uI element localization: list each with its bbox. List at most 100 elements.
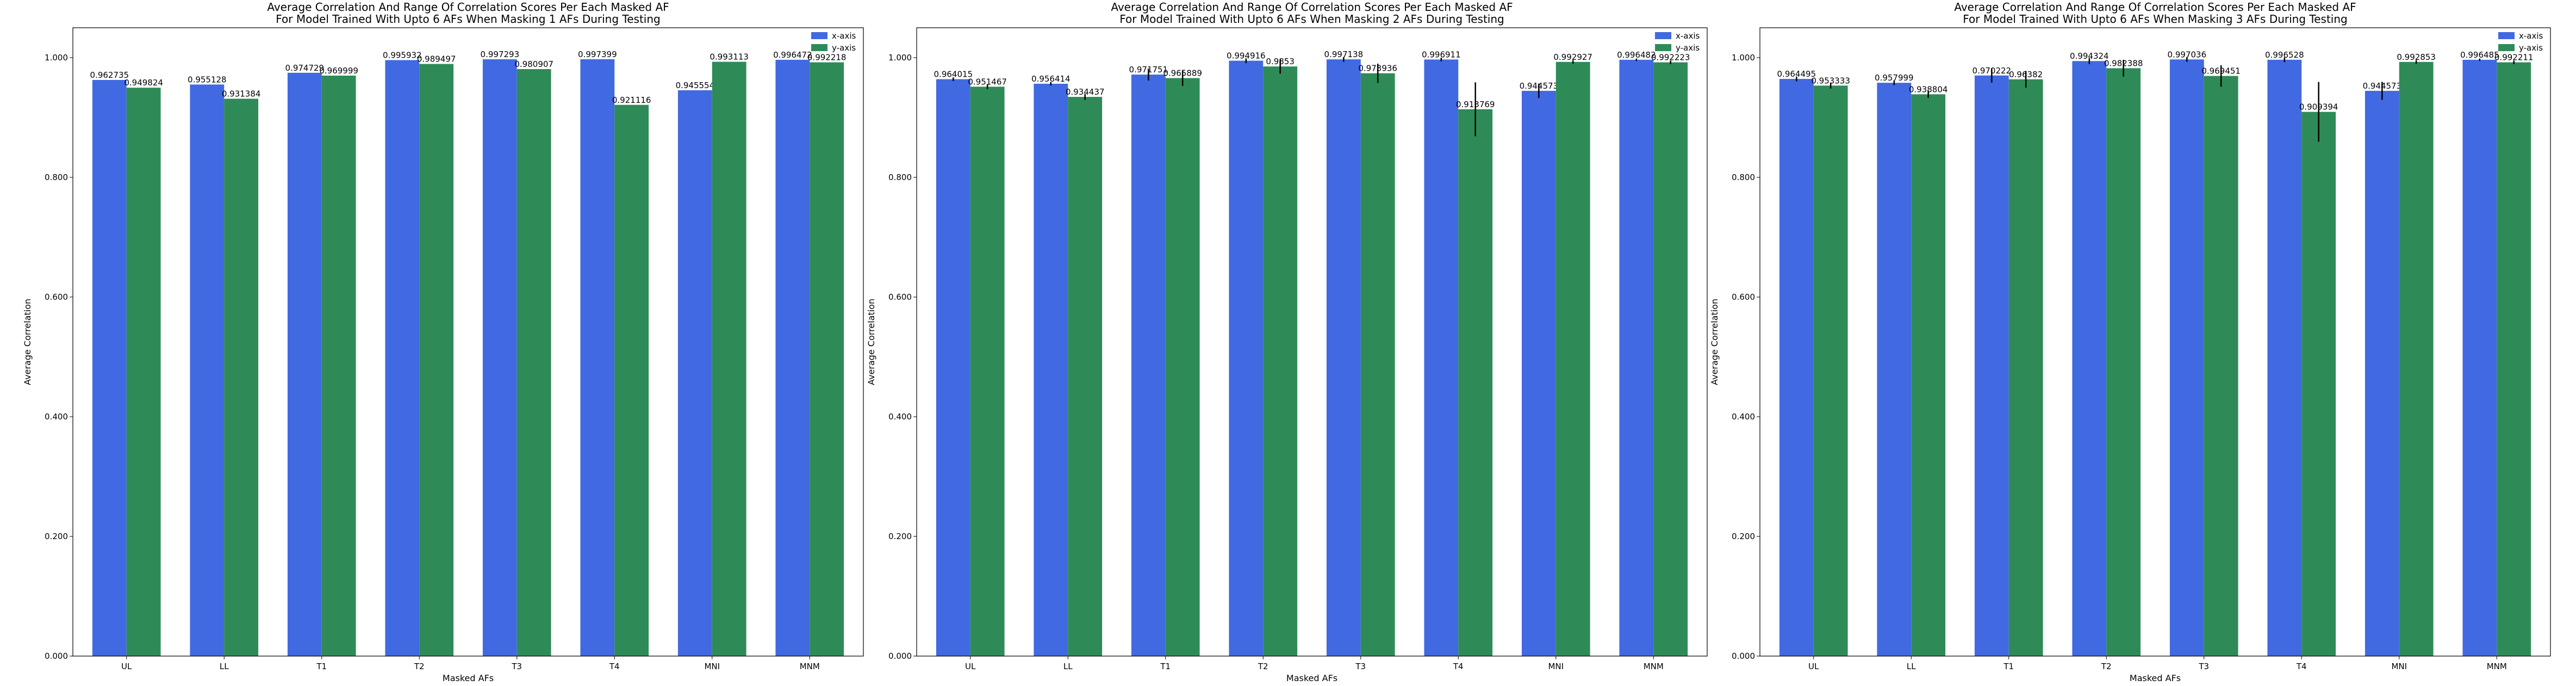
x-tick-label: T1	[316, 662, 327, 671]
x-tick-label: MNM	[800, 662, 820, 671]
data-label-y-axis-T1: 0.969999	[319, 66, 358, 76]
x-tick-label: MNI	[1548, 662, 1564, 671]
chart-panel-2: Average Correlation And Range Of Correla…	[866, 1, 1708, 683]
data-label-x-axis-T1: 0.974729	[285, 63, 325, 73]
bar-x-axis-MNI	[677, 90, 712, 656]
bar-x-axis-T1	[1974, 75, 2009, 656]
data-label-y-axis-T2: 0.982388	[2104, 58, 2143, 68]
x-tick-label: T3	[2198, 662, 2209, 671]
data-label-x-axis-UL: 0.964495	[1777, 69, 1816, 79]
bar-y-axis-LL	[224, 98, 259, 657]
x-tick-label: UL	[965, 662, 976, 671]
data-label-y-axis-UL: 0.949824	[124, 78, 163, 88]
bar-y-axis-T4	[1458, 109, 1493, 656]
data-label-x-axis-T4: 0.997399	[578, 50, 617, 59]
data-label-x-axis-T4: 0.996528	[2265, 50, 2304, 60]
bar-x-axis-T4	[2267, 59, 2302, 656]
data-label-y-axis-UL: 0.951467	[968, 77, 1007, 86]
data-label-y-axis-T4: 0.921116	[612, 95, 651, 105]
chart-subtitle: For Model Trained With Upto 6 AFs When M…	[1119, 13, 1504, 26]
data-label-x-axis-UL: 0.962735	[90, 70, 129, 80]
bar-x-axis-MNM	[1619, 59, 1654, 657]
legend-swatch-x-axis	[1655, 32, 1671, 39]
data-label-x-axis-T3: 0.997138	[1324, 50, 1364, 59]
data-label-y-axis-MNI: 0.992853	[2397, 52, 2436, 62]
bar-y-axis-LL	[1911, 94, 1946, 657]
x-tick-label: T2	[2101, 662, 2112, 671]
bar-x-axis-UL	[936, 79, 970, 656]
bar-x-axis-T3	[2169, 59, 2204, 657]
bar-y-axis-T3	[517, 69, 551, 656]
bar-y-axis-MNI	[2399, 61, 2434, 657]
data-label-x-axis-T2: 0.995932	[383, 50, 422, 60]
y-tick-label: 1.000	[45, 53, 68, 63]
data-label-x-axis-MNI: 0.945554	[676, 81, 715, 90]
bar-x-axis-T4	[1424, 59, 1459, 656]
chart-panel-1: Average Correlation And Range Of Correla…	[22, 1, 864, 683]
data-label-y-axis-T2: 0.9853	[1266, 57, 1295, 66]
bar-y-axis-MNM	[2497, 62, 2531, 657]
bar-x-axis-UL	[92, 79, 127, 657]
bar-y-axis-MNI	[1555, 61, 1590, 657]
bar-y-axis-T1	[321, 76, 356, 656]
y-tick-label: 0.000	[888, 651, 912, 661]
bar-y-axis-T4	[614, 104, 649, 656]
x-tick-label: LL	[1063, 662, 1073, 671]
bar-y-axis-MNI	[712, 61, 746, 657]
y-tick-label: 0.200	[1732, 532, 1755, 541]
data-label-y-axis-T1: 0.965889	[1163, 69, 1202, 78]
data-label-x-axis-MNM: 0.996472	[773, 50, 812, 60]
x-tick-label: T3	[1355, 662, 1366, 671]
data-label-x-axis-MNM: 0.996482	[1617, 50, 1656, 60]
data-label-y-axis-T3: 0.969451	[2201, 66, 2241, 76]
bar-x-axis-T2	[2072, 61, 2107, 656]
data-label-y-axis-MNI: 0.992927	[1553, 52, 1592, 62]
bar-x-axis-MNM	[775, 59, 810, 656]
x-tick-label: LL	[1907, 662, 1916, 671]
x-tick-label: T2	[1258, 662, 1268, 671]
y-tick-label: 0.600	[45, 292, 68, 302]
y-tick-label: 0.000	[1732, 651, 1755, 661]
data-label-y-axis-LL: 0.931384	[222, 89, 261, 98]
y-tick-label: 0.200	[45, 532, 68, 541]
legend-label-y-axis: y-axis	[832, 43, 856, 53]
legend-swatch-x-axis	[811, 32, 827, 39]
x-tick-label: T4	[2296, 662, 2307, 671]
y-axis-label: Average Correlation	[866, 299, 876, 385]
data-label-x-axis-LL: 0.955128	[188, 75, 227, 84]
data-label-y-axis-MNM: 0.992218	[807, 53, 847, 63]
data-label-y-axis-T1: 0.96382	[2009, 70, 2043, 79]
y-axis-label: Average Correlation	[22, 299, 33, 385]
bar-x-axis-T2	[385, 60, 420, 656]
x-axis-label: Masked AFs	[2130, 673, 2181, 683]
data-label-y-axis-LL: 0.938804	[1909, 84, 1948, 94]
x-tick-label: MNI	[704, 662, 720, 671]
data-label-x-axis-T3: 0.997293	[481, 50, 520, 59]
data-label-y-axis-UL: 0.953333	[1811, 76, 1850, 85]
bar-x-axis-LL	[1877, 83, 1912, 657]
bar-x-axis-LL	[190, 84, 225, 656]
bar-y-axis-T2	[419, 64, 454, 656]
plot-frame	[1759, 27, 2551, 657]
y-tick-label: 0.600	[1732, 292, 1755, 302]
x-tick-label: T4	[609, 662, 620, 671]
chart-title: Average Correlation And Range Of Correla…	[267, 1, 669, 14]
bar-x-axis-T3	[1326, 59, 1361, 657]
y-tick-label: 1.000	[1732, 53, 1755, 63]
data-label-x-axis-T4: 0.996911	[1422, 50, 1461, 59]
bar-y-axis-UL	[1813, 85, 1848, 656]
x-tick-label: T1	[2003, 662, 2014, 671]
x-tick-label: T2	[414, 662, 425, 671]
x-axis-label: Masked AFs	[1286, 673, 1337, 683]
legend-label-x-axis: x-axis	[2519, 31, 2543, 41]
x-tick-label: UL	[121, 662, 132, 671]
y-tick-label: 0.800	[888, 172, 912, 182]
data-label-x-axis-T2: 0.994324	[2070, 51, 2109, 61]
x-tick-label: UL	[1808, 662, 1819, 671]
data-label-y-axis-T4: 0.909394	[2299, 102, 2338, 112]
bar-x-axis-LL	[1034, 83, 1068, 657]
x-tick-label: T1	[1160, 662, 1171, 671]
bar-y-axis-T2	[2106, 68, 2141, 657]
bar-x-axis-T1	[287, 72, 322, 656]
